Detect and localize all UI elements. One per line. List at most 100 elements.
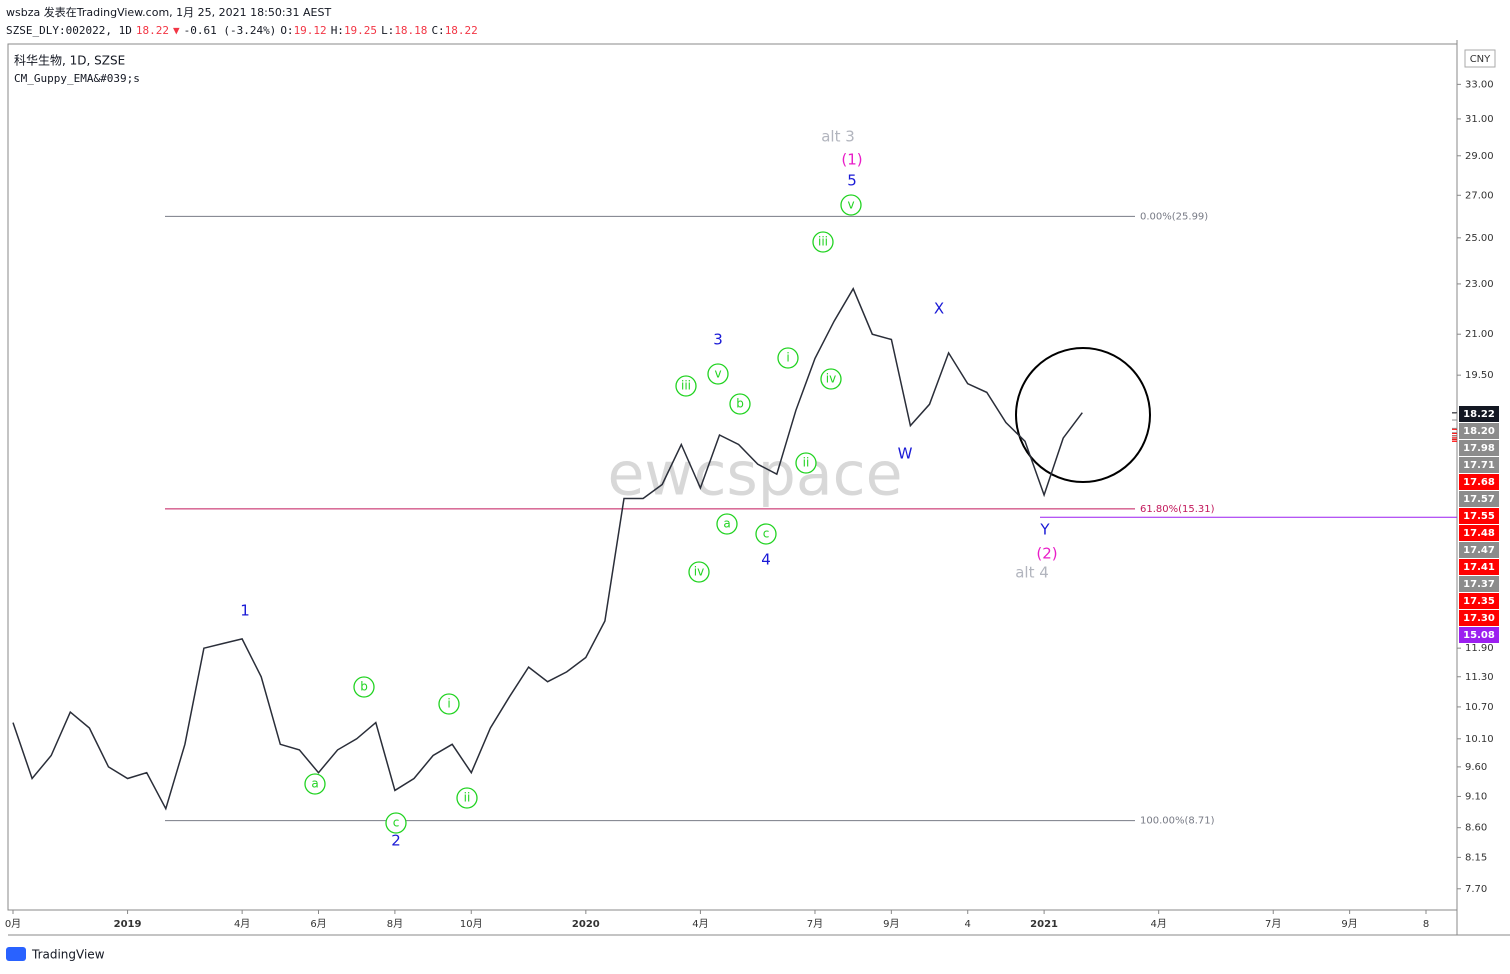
fib-label: 61.80%(15.31) [1140, 504, 1215, 515]
wave-label: v [847, 198, 854, 212]
indicator: CM_Guppy_EMA&#039;s [14, 72, 140, 85]
price-line [12, 287, 1083, 811]
y-tick-label: 11.30 [1465, 672, 1494, 683]
price-tag [1459, 627, 1499, 643]
wave-circle [795, 452, 817, 474]
wave-label: iii [681, 379, 691, 393]
currency-box [1464, 49, 1496, 68]
symbol-line: SZSE_DLY:002022, 1D 18.22 ▼ -0.61 (-3.24%) O… [6, 24, 478, 37]
wave-label: c [763, 527, 770, 541]
price-tag-label: 17.98 [1463, 443, 1495, 454]
y-tick-label: 19.50 [1465, 370, 1494, 381]
symbol-part: 18.22 [136, 24, 169, 37]
y-tick-label: 9.60 [1465, 762, 1487, 773]
wave-label: 1 [240, 602, 250, 620]
footer-logo: TradingView [31, 948, 105, 962]
y-tick-label: 11.90 [1465, 643, 1494, 654]
symbol-part: -0.61 (-3.24%) [184, 24, 277, 37]
x-tick-label: 0月 [5, 918, 21, 930]
wave-circle [729, 393, 751, 415]
wave-label: 3 [713, 331, 723, 349]
price-tag [1459, 525, 1499, 541]
wave-circle [716, 513, 738, 535]
symbol-part: 19.12 [294, 24, 327, 37]
price-tag [1459, 593, 1499, 609]
price-tag-label: 17.37 [1463, 579, 1495, 590]
wave-label: ii [464, 791, 471, 805]
wave-circle [353, 676, 375, 698]
price-tag [1459, 542, 1499, 558]
x-tick-label: 7月 [807, 918, 823, 930]
wave-label: ii [803, 456, 810, 470]
wave-label: b [736, 397, 744, 411]
wave-circle [675, 375, 697, 397]
symbol-part: SZSE_DLY:002022, 1D [6, 24, 132, 37]
price-tag-label: 17.47 [1463, 545, 1495, 556]
wave-label: v [714, 367, 721, 381]
symbol-part: 18.18 [394, 24, 427, 37]
y-tick-label: 7.70 [1465, 884, 1487, 895]
symbol-part: 18.22 [445, 24, 478, 37]
y-tick-label: 10.70 [1465, 702, 1494, 713]
wave-circle [688, 561, 710, 583]
y-tick-label: 21.00 [1465, 329, 1494, 340]
price-tag-label: 18.22 [1463, 409, 1495, 420]
wave-label: 5 [847, 172, 857, 190]
price-tag-label: 17.68 [1463, 477, 1495, 488]
logo-icon [6, 947, 26, 961]
price-tag [1459, 457, 1499, 473]
y-tick-label: 10.10 [1465, 734, 1494, 745]
wave-label: alt 3 [821, 128, 855, 146]
x-tick-label: 6月 [310, 918, 326, 930]
price-tag [1459, 559, 1499, 575]
fib-label: 0.00%(25.99) [1140, 211, 1208, 222]
wave-label: 2 [391, 832, 401, 850]
x-tick-label: 2019 [114, 919, 142, 930]
byline: wsbza 发表在TradingView.com, 1月 25, 2021 18… [6, 5, 331, 19]
price-tag-label: 17.35 [1463, 596, 1495, 607]
price-tag [1459, 423, 1499, 439]
price-tag [1459, 474, 1499, 490]
watermark: ewcspace [608, 440, 903, 510]
y-tick-label: 27.00 [1465, 190, 1494, 201]
x-tick-label: 9月 [1341, 918, 1357, 930]
y-tick-label: 9.10 [1465, 791, 1487, 802]
wave-label: b [360, 680, 368, 694]
y-tick-label: 8.15 [1465, 852, 1487, 863]
wave-label: a [723, 517, 730, 531]
wave-label: i [786, 351, 789, 365]
wave-circle [304, 773, 326, 795]
symbol-part: 19.25 [344, 24, 377, 37]
x-tick-label: 8月 [387, 918, 403, 930]
wave-label: c [393, 816, 400, 830]
x-tick-label: 8 [1423, 919, 1429, 930]
symbol-part: C: [431, 24, 444, 37]
wave-circle [840, 194, 862, 216]
y-tick-label: 33.00 [1465, 79, 1494, 90]
wave-circle [755, 523, 777, 545]
y-tick-label: 23.00 [1465, 279, 1494, 290]
symbol-part: H: [331, 24, 344, 37]
wave-circle [707, 363, 729, 385]
wave-label: (2) [1036, 545, 1057, 563]
wave-circle [820, 368, 842, 390]
price-tag [1459, 610, 1499, 626]
x-tick-label: 2020 [572, 919, 600, 930]
x-tick-label: 2021 [1030, 919, 1058, 930]
price-tag-label: 17.57 [1463, 494, 1495, 505]
price-tag [1459, 491, 1499, 507]
wave-label: iii [818, 235, 828, 249]
fib-label: 100.00%(8.71) [1140, 816, 1215, 827]
wave-label: i [447, 697, 450, 711]
price-tag-label: 17.55 [1463, 511, 1495, 522]
wave-circle [777, 347, 799, 369]
instrument: 科华生物, 1D, SZSE [14, 54, 125, 68]
wave-label: (1) [841, 151, 862, 169]
wave-label: iv [826, 372, 836, 386]
x-tick-label: 9月 [883, 918, 899, 930]
y-tick-label: 8.60 [1465, 823, 1487, 834]
wave-label: W [898, 445, 913, 463]
price-tag-label: 15.08 [1463, 630, 1495, 641]
wave-circle [812, 231, 834, 253]
wave-label: alt 4 [1015, 564, 1049, 582]
